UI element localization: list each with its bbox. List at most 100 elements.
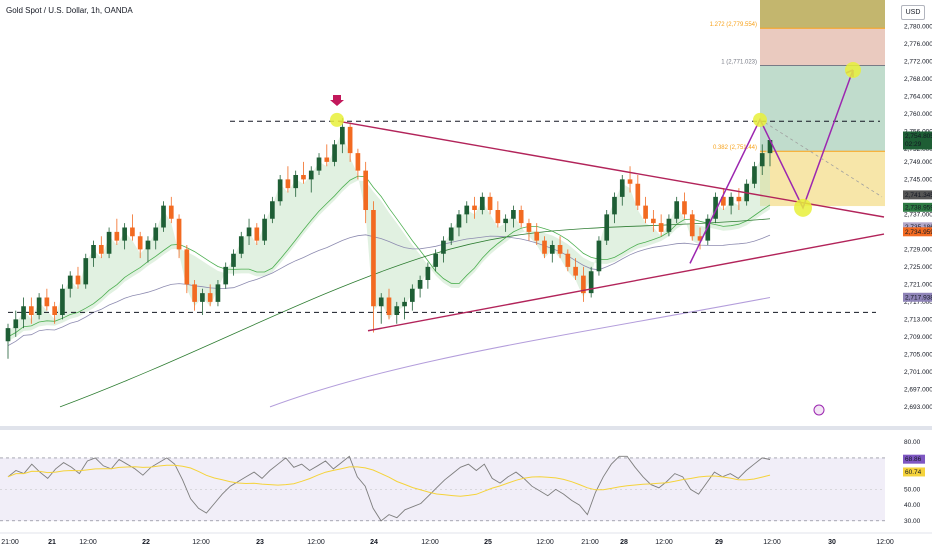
y-tick-label: 2,725.000 (904, 264, 932, 271)
x-tick-label: 28 (620, 539, 628, 546)
price-label-box (903, 131, 932, 150)
candle-body (91, 245, 96, 259)
y-tick-label: 2,737.000 (904, 211, 932, 218)
candle-body (487, 196, 493, 210)
candle-body (736, 196, 742, 202)
rsi-tick-label: 50.00 (904, 486, 921, 493)
candle-body (689, 214, 695, 237)
y-tick-label: 2,717.000 (904, 299, 932, 306)
x-tick-label: 12:00 (192, 539, 210, 546)
y-tick-label: 2,776.000 (904, 41, 932, 48)
price-label-box (903, 190, 932, 200)
price-label-box (903, 292, 932, 302)
candle-body (60, 288, 65, 315)
trend-cloud (8, 131, 770, 342)
currency-selector[interactable]: USD (901, 5, 925, 20)
y-tick-label: 2,721.000 (904, 281, 932, 288)
ma-fast-line (7, 175, 771, 338)
x-tick-label: 29 (715, 539, 723, 546)
projection-path (689, 69, 854, 264)
candle-body (635, 183, 641, 206)
x-tick-label: 12:00 (655, 539, 673, 546)
candle-body (106, 231, 112, 254)
candle-body (13, 319, 19, 329)
rsi-ma-label: 60.74 (905, 469, 922, 476)
candle-body (557, 245, 563, 254)
fib-zone-0382 (760, 151, 885, 207)
candle-body (184, 249, 190, 285)
candle-body (511, 210, 516, 219)
candle-body (200, 293, 205, 302)
x-tick-label: 21:00 (581, 539, 599, 546)
price-label: 2,754.805 (905, 133, 932, 140)
candle-body (518, 210, 524, 224)
fib-label: 1.272 (2,779.554) (710, 22, 757, 28)
target-marker (845, 62, 861, 78)
candle-body (386, 297, 392, 315)
candle-body (161, 205, 166, 228)
candle-body (215, 284, 221, 302)
candle-body (223, 266, 229, 285)
fib-zone-top (760, 0, 885, 29)
y-tick-label: 2,709.000 (904, 334, 932, 341)
candle-body (604, 214, 610, 241)
candle-body (28, 306, 34, 315)
projection-dotted-line (759, 119, 883, 198)
top-marker (330, 112, 344, 127)
candle-body (153, 227, 159, 241)
candle-body (767, 140, 773, 154)
candle-body (207, 293, 213, 302)
y-tick-label: 2,701.000 (904, 369, 932, 376)
candle-body (674, 201, 680, 219)
y-tick-label: 2,768.000 (904, 76, 932, 83)
x-tick-label: 12:00 (79, 539, 97, 546)
pane-separator (0, 426, 932, 430)
candle-body (176, 218, 182, 250)
rsi-value-box (903, 454, 925, 464)
candle-body (526, 223, 532, 232)
candle-body (277, 179, 283, 202)
y-tick-label: 2,697.000 (904, 386, 932, 393)
candle-body (658, 223, 664, 232)
triangle-upper-line (337, 120, 885, 218)
candle-body (441, 240, 446, 254)
candle-body (324, 157, 330, 162)
x-tick-label: 12:00 (763, 539, 781, 546)
y-tick-label: 2,780.000 (904, 23, 932, 30)
candle-body (21, 306, 26, 320)
candle-body (293, 175, 299, 189)
candle-body (448, 227, 454, 241)
recent-top-marker (753, 112, 767, 127)
candle-body (549, 245, 555, 254)
x-tick-label: 12:00 (536, 539, 554, 546)
candle-body (332, 144, 337, 162)
candle-body (5, 328, 11, 342)
candle-body (122, 227, 127, 241)
candle-body (619, 179, 625, 197)
y-tick-label: 2,705.000 (904, 351, 932, 358)
candle-body (666, 218, 672, 232)
candle-body (316, 157, 322, 171)
candle-body (697, 236, 703, 241)
fib-label: 1 (2,771.023) (721, 60, 757, 66)
price-label-countdown: 02:29 (905, 141, 922, 148)
rsi-tick-label: 30.00 (904, 518, 921, 525)
candle-body (378, 297, 384, 307)
candle-body (36, 297, 42, 315)
candle-body (409, 288, 415, 302)
fib-label: 0.382 (2,751.44) (713, 145, 757, 151)
price-label-box (903, 202, 932, 212)
events-flag-icon (813, 404, 825, 416)
x-tick-label: 30 (828, 539, 836, 546)
candle-body (270, 201, 275, 219)
y-tick-label: 2,713.000 (904, 316, 932, 323)
x-tick-label: 23 (256, 539, 264, 546)
candle-body (495, 210, 501, 224)
y-tick-label: 2,764.000 (904, 93, 932, 100)
candle-body (542, 240, 547, 254)
x-tick-label: 25 (484, 539, 492, 546)
y-tick-label: 2,745.000 (904, 176, 932, 183)
candle-body (402, 301, 407, 307)
candle-body (534, 231, 540, 241)
